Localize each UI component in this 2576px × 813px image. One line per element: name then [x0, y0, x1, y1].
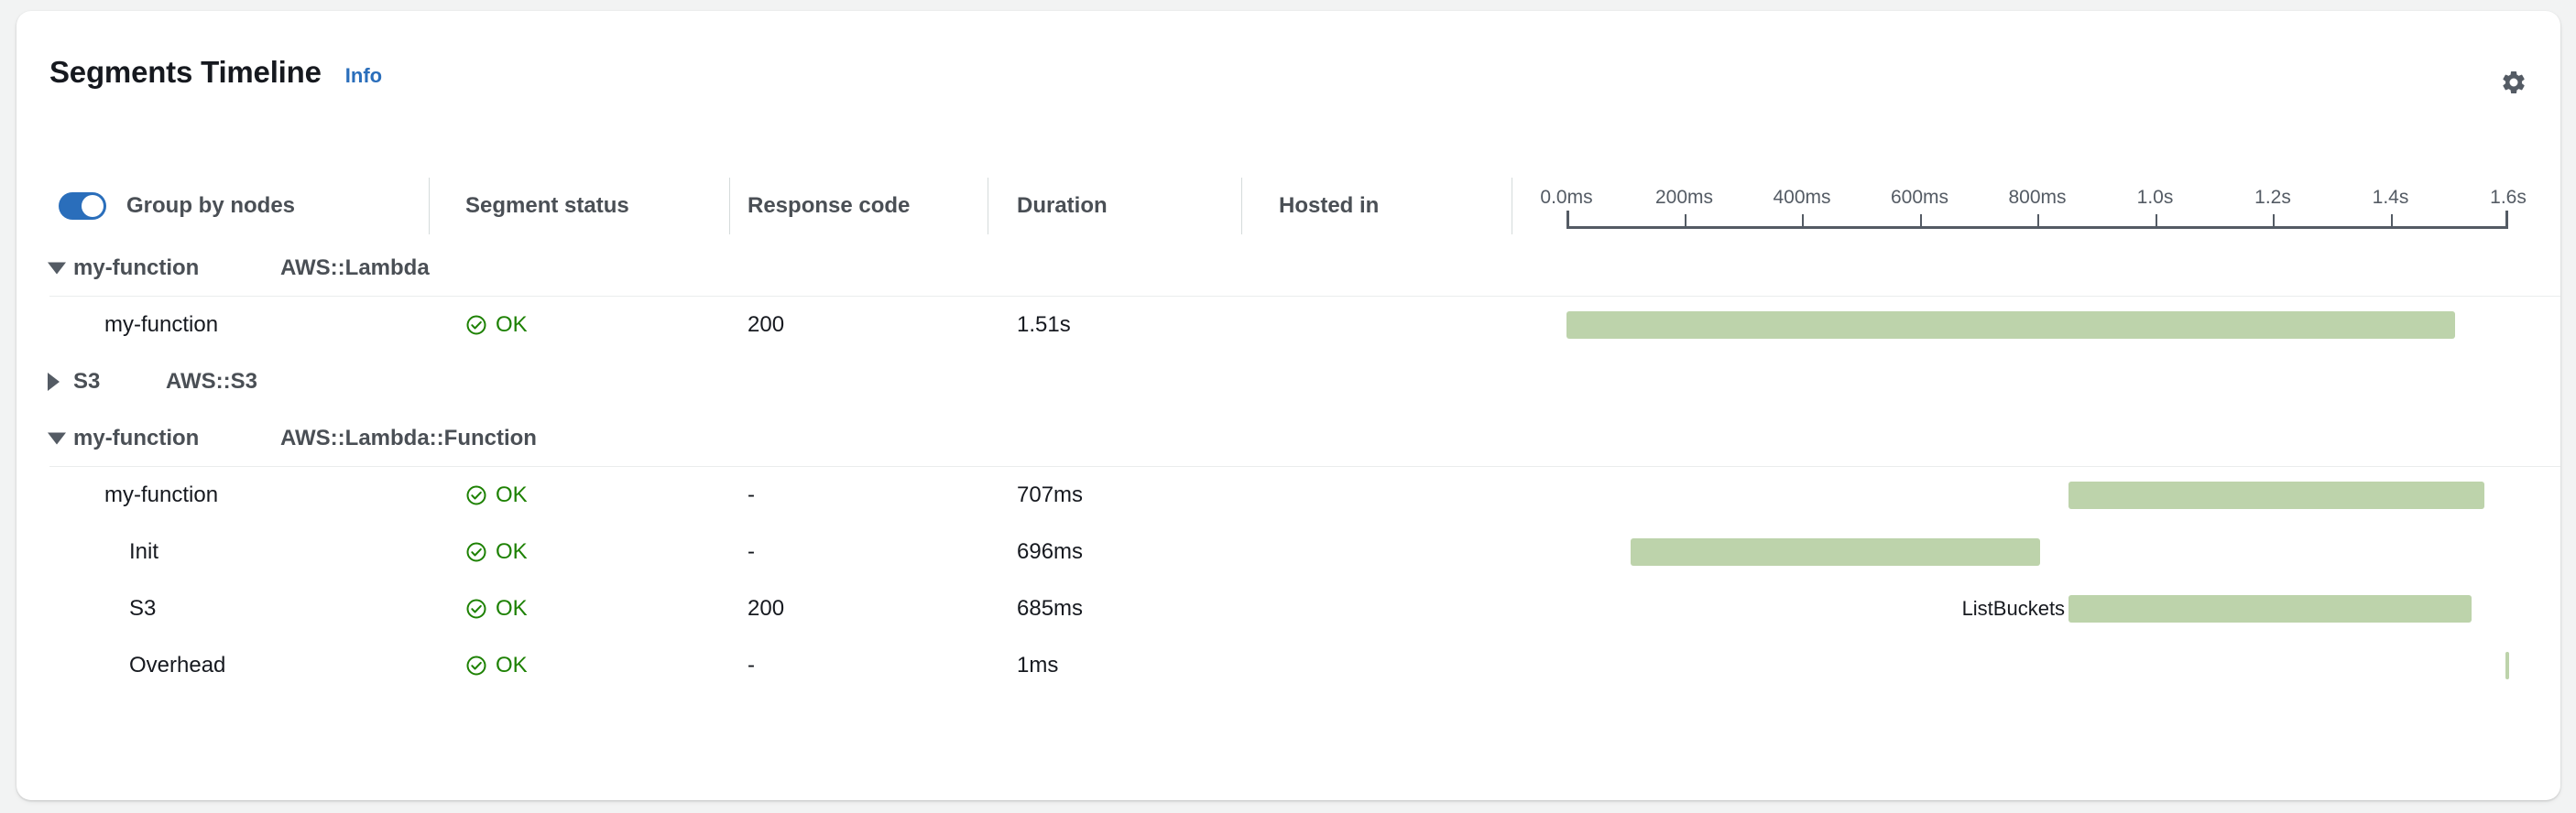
check-circle-icon — [466, 656, 486, 676]
timeline-bar[interactable] — [2068, 482, 2485, 509]
group-name: my-function — [73, 426, 200, 450]
response-code-value: - — [748, 482, 755, 507]
settings-button[interactable] — [2494, 63, 2533, 102]
response-code-value: - — [748, 653, 755, 678]
ruler-tick — [1919, 214, 1922, 229]
column-divider — [429, 178, 430, 234]
status-label: OK — [496, 312, 528, 337]
timeline-bar-track — [1566, 297, 2508, 353]
column-divider — [1241, 178, 1242, 234]
ruler-tick-label: 1.2s — [2254, 187, 2291, 208]
check-circle-icon — [466, 542, 486, 562]
ruler-tick-label: 200ms — [1654, 187, 1714, 208]
toggle-knob — [82, 195, 104, 217]
caret-down-icon[interactable] — [48, 262, 66, 275]
status-label: OK — [496, 596, 528, 621]
response-code-value: 200 — [748, 596, 785, 621]
segment-row[interactable]: Overhead OK - 1ms — [16, 637, 2560, 694]
response-code-value: 200 — [748, 312, 785, 337]
page-title: Segments Timeline — [49, 55, 322, 89]
group-row[interactable]: my-function AWS::Lambda::Function — [16, 410, 2560, 467]
group-by-nodes-toggle[interactable]: Group by nodes — [59, 172, 295, 240]
row-separator — [49, 466, 2560, 467]
status-badge: OK — [465, 482, 528, 508]
timeline-bar-track — [1566, 637, 2510, 694]
timeline-bar-track — [1566, 467, 2508, 524]
ruler-tick-label: 600ms — [1890, 187, 1949, 208]
ruler-tick — [2155, 214, 2157, 229]
gear-icon — [2503, 70, 2525, 93]
status-badge: OK — [465, 596, 528, 622]
timeline-bar-track: ListBuckets — [1566, 580, 2508, 637]
segment-row[interactable]: S3 OK 200 685ms ListBuckets — [16, 580, 2560, 637]
column-header-row: Group by nodes Segment status Response co… — [16, 172, 2560, 240]
check-circle-icon — [466, 485, 486, 505]
timeline-ruler: 0.0ms 200ms 400ms 600ms 800ms 1.0s 1.2s 1.4s 1.6… — [1540, 172, 2527, 240]
group-resource-type: AWS::Lambda — [280, 255, 430, 280]
ruler-tick-label: 0.0ms — [1540, 187, 1593, 208]
ruler-tick — [2505, 211, 2508, 229]
segments-timeline-card: Segments Timeline Info Group by nodes Se… — [16, 11, 2560, 800]
segment-name: my-function — [104, 482, 219, 507]
status-label: OK — [496, 539, 528, 564]
column-header-hosted-in: Hosted in — [1279, 193, 1380, 218]
ruler-tick-label: 1.4s — [2372, 187, 2409, 208]
timeline-bar[interactable] — [1631, 538, 2041, 566]
check-circle-icon — [466, 315, 486, 335]
ruler-tick — [2037, 214, 2039, 229]
ruler-tick-label: 1.0s — [2136, 187, 2174, 208]
duration-value: 707ms — [1017, 482, 1084, 507]
group-name: my-function — [73, 255, 200, 280]
group-by-nodes-label: Group by nodes — [126, 193, 296, 218]
info-link[interactable]: Info — [344, 64, 383, 87]
ruler-tick-label: 800ms — [2008, 187, 2067, 208]
segments-rows: my-function AWS::Lambda my-function OK 200 1.… — [16, 240, 2560, 800]
segment-row[interactable]: Init OK - 696ms — [16, 524, 2560, 580]
caret-right-icon[interactable] — [48, 373, 60, 391]
group-resource-type: AWS::Lambda::Function — [280, 426, 537, 450]
segment-name: S3 — [129, 596, 157, 621]
status-badge: OK — [465, 653, 528, 678]
duration-value: 696ms — [1017, 539, 1084, 564]
segment-name: Init — [129, 539, 159, 564]
segment-name: my-function — [104, 312, 219, 337]
ruler-tick-label: 400ms — [1773, 187, 1831, 208]
check-circle-icon — [466, 599, 486, 619]
response-code-value: - — [748, 539, 755, 564]
segment-row[interactable]: my-function OK - 707ms — [16, 467, 2560, 524]
row-separator — [49, 296, 2560, 297]
status-label: OK — [496, 482, 528, 507]
timeline-bar[interactable] — [1566, 311, 2456, 339]
duration-value: 1ms — [1017, 653, 1059, 678]
card-header: Segments Timeline Info — [16, 11, 2560, 103]
ruler-tick — [1802, 214, 1804, 229]
timeline-bar-track — [1566, 524, 2508, 580]
bar-annotation: ListBuckets — [1961, 597, 2066, 620]
status-label: OK — [496, 653, 528, 678]
group-row[interactable]: my-function AWS::Lambda — [16, 240, 2560, 297]
group-row[interactable]: S3 AWS::S3 — [16, 353, 2560, 410]
title-group: Segments Timeline Info — [49, 55, 382, 90]
ruler-tick — [1566, 211, 1569, 229]
segment-row[interactable]: my-function OK 200 1.51s — [16, 297, 2560, 353]
column-header-duration: Duration — [1017, 193, 1108, 218]
toggle-switch[interactable] — [59, 192, 106, 220]
ruler-tick — [2390, 214, 2393, 229]
ruler-tick — [2273, 214, 2275, 229]
timeline-bar[interactable] — [2068, 595, 2472, 623]
column-header-response-code: Response code — [748, 193, 911, 218]
duration-value: 685ms — [1017, 596, 1084, 621]
timeline-bar[interactable] — [2505, 652, 2510, 679]
column-divider — [729, 178, 730, 234]
column-header-segment-status: Segment status — [465, 193, 629, 218]
ruler-tick — [1684, 214, 1686, 229]
status-badge: OK — [465, 312, 528, 338]
duration-value: 1.51s — [1017, 312, 1071, 337]
segment-name: Overhead — [129, 653, 226, 678]
group-name: S3 — [73, 369, 101, 394]
group-resource-type: AWS::S3 — [166, 369, 258, 394]
status-badge: OK — [465, 539, 528, 565]
ruler-tick-label: 1.6s — [2490, 187, 2527, 208]
caret-down-icon[interactable] — [48, 432, 66, 445]
